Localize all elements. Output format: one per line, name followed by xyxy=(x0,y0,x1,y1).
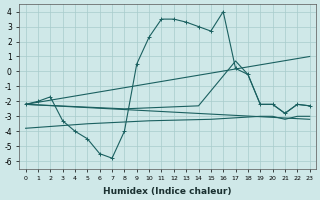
X-axis label: Humidex (Indice chaleur): Humidex (Indice chaleur) xyxy=(103,187,232,196)
